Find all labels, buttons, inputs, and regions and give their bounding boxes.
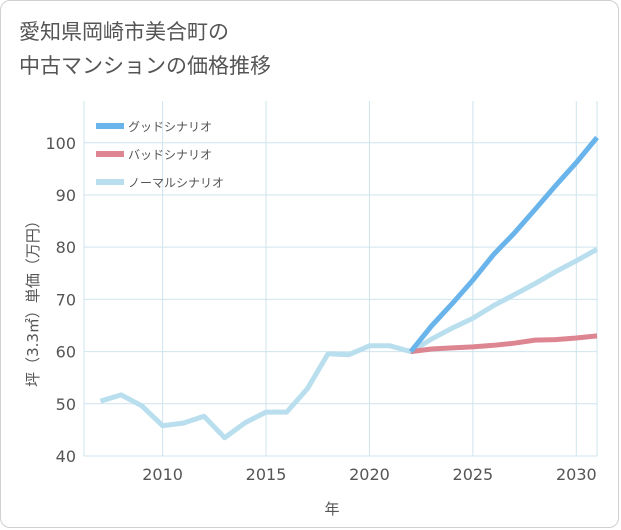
legend-label-2: ノーマルシナリオ — [128, 176, 224, 190]
x-axis-ticks: 2010 2015 2020 2025 2030 — [142, 465, 596, 484]
x-axis-label: 年 — [324, 500, 339, 518]
grid-lines — [83, 101, 598, 457]
y-tick-label: 60 — [56, 343, 76, 362]
series-line-2 — [99, 247, 599, 441]
x-tick-label: 2030 — [556, 465, 597, 484]
y-tick-label: 100 — [45, 134, 76, 153]
y-axis-ticks: 40 50 60 70 80 90 100 — [45, 134, 76, 466]
series-lines — [99, 135, 599, 441]
legend-label-1: バッドシナリオ — [128, 148, 212, 162]
legend-label-0: グッドシナリオ — [128, 120, 212, 134]
x-tick-label: 2015 — [246, 465, 287, 484]
series-line-0 — [408, 135, 599, 354]
series-line-1 — [410, 333, 598, 355]
y-tick-label: 80 — [56, 238, 76, 257]
plot-area — [84, 101, 597, 456]
y-axis-label: 坪（3.3㎡）単価（万円） — [24, 213, 42, 387]
chart-title: 愛知県岡崎市美合町の 中古マンションの価格推移 — [19, 15, 271, 83]
x-tick-label: 2025 — [453, 465, 494, 484]
chart-title-line-1: 愛知県岡崎市美合町の — [19, 20, 229, 44]
y-tick-label: 90 — [56, 186, 76, 205]
x-tick-label: 2010 — [142, 465, 183, 484]
y-tick-label: 70 — [56, 290, 76, 309]
y-tick-label: 50 — [56, 395, 76, 414]
y-tick-label: 40 — [56, 447, 76, 466]
chart-title-line-2: 中古マンションの価格推移 — [19, 54, 271, 78]
x-tick-label: 2020 — [349, 465, 390, 484]
